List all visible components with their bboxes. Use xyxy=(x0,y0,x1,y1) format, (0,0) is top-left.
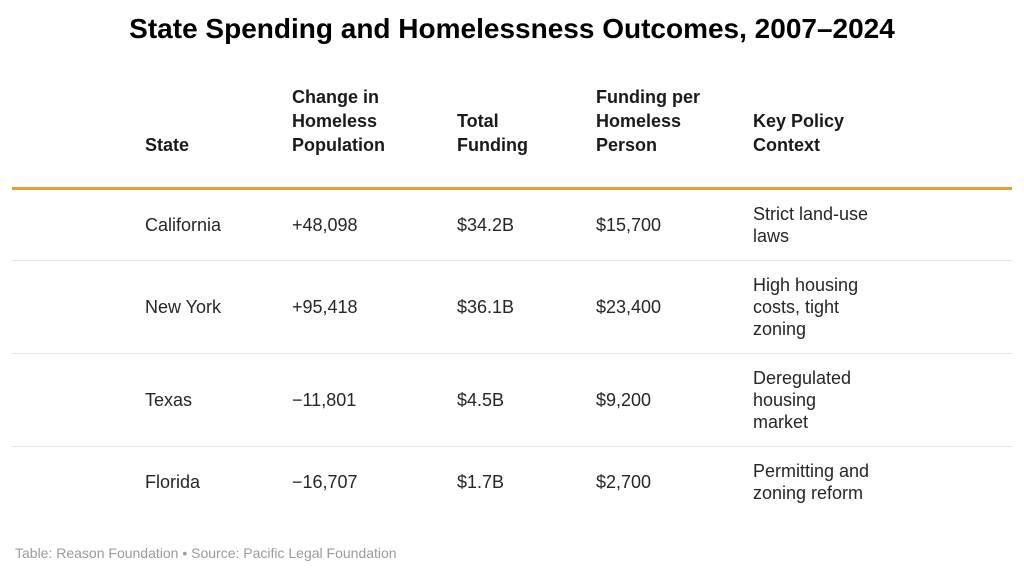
total-funding-cell: $36.1B xyxy=(457,260,596,354)
spacer-cell xyxy=(12,188,145,261)
table-row-california: California +48,098 $34.2B $15,700 Strict… xyxy=(12,188,1012,261)
policy-context-cell: High housing costs, tight zoning xyxy=(753,260,1012,354)
policy-context-text: Strict land-use laws xyxy=(753,204,869,246)
total-funding-cell: $34.2B xyxy=(457,188,596,261)
spacer-cell xyxy=(12,260,145,354)
table-row-texas: Texas −11,801 $4.5B $9,200 Deregulated h… xyxy=(12,353,1012,447)
column-header-total-funding: Total Funding xyxy=(457,85,596,190)
state-cell: California xyxy=(145,188,292,261)
spacer-cell xyxy=(12,353,145,447)
policy-context-text: Deregulated housing market xyxy=(753,368,852,432)
data-table: State Change in Homeless Population Tota… xyxy=(12,85,1012,517)
policy-context-text: Permitting and zoning reform xyxy=(753,461,870,503)
state-cell: Texas xyxy=(145,353,292,447)
column-header-label: State xyxy=(145,135,190,155)
total-funding-cell: $1.7B xyxy=(457,472,505,492)
funding-per-person-cell: $9,200 xyxy=(596,353,753,447)
column-header-funding-per-person: Funding per Homeless Person xyxy=(596,85,753,190)
table-row-florida: Florida −16,707 $1.7B $2,700 Permitting … xyxy=(12,447,1012,518)
change-cell: +95,418 xyxy=(292,260,457,354)
funding-per-person-cell: $2,700 xyxy=(596,472,652,492)
table-row-new-york: New York +95,418 $36.1B $23,400 High hou… xyxy=(12,260,1012,354)
column-header-label: Funding per Homeless Person xyxy=(596,87,700,155)
chart-title: State Spending and Homelessness Outcomes… xyxy=(129,13,895,44)
attribution-footer: Table: Reason Foundation • Source: Pacif… xyxy=(15,545,397,561)
change-cell: −11,801 xyxy=(292,353,457,447)
policy-context-cell: Deregulated housing market xyxy=(753,353,1012,447)
funding-per-person-cell: $23,400 xyxy=(596,260,753,354)
policy-context-text: High housing costs, tight zoning xyxy=(753,275,859,339)
policy-context-cell: Permitting and zoning reform xyxy=(753,447,1012,518)
spacer-cell xyxy=(12,85,145,190)
funding-per-person-cell: $15,700 xyxy=(596,188,753,261)
state-cell: Florida xyxy=(145,472,201,492)
state-cell: New York xyxy=(145,260,292,354)
column-header-label: Key Policy Context xyxy=(753,111,845,155)
spacer-cell xyxy=(12,447,145,518)
total-funding-cell: $4.5B xyxy=(457,353,596,447)
policy-context-cell: Strict land-use laws xyxy=(753,188,1012,261)
header-row: State Change in Homeless Population Tota… xyxy=(12,85,1012,190)
change-cell: −16,707 xyxy=(292,472,358,492)
column-header-label: Change in Homeless Population xyxy=(292,87,385,155)
change-cell: +48,098 xyxy=(292,188,457,261)
column-header-policy-context: Key Policy Context xyxy=(753,85,1012,190)
column-header-change: Change in Homeless Population xyxy=(292,85,457,190)
column-header-label: Total Funding xyxy=(457,111,528,155)
column-header-state: State xyxy=(145,85,292,190)
